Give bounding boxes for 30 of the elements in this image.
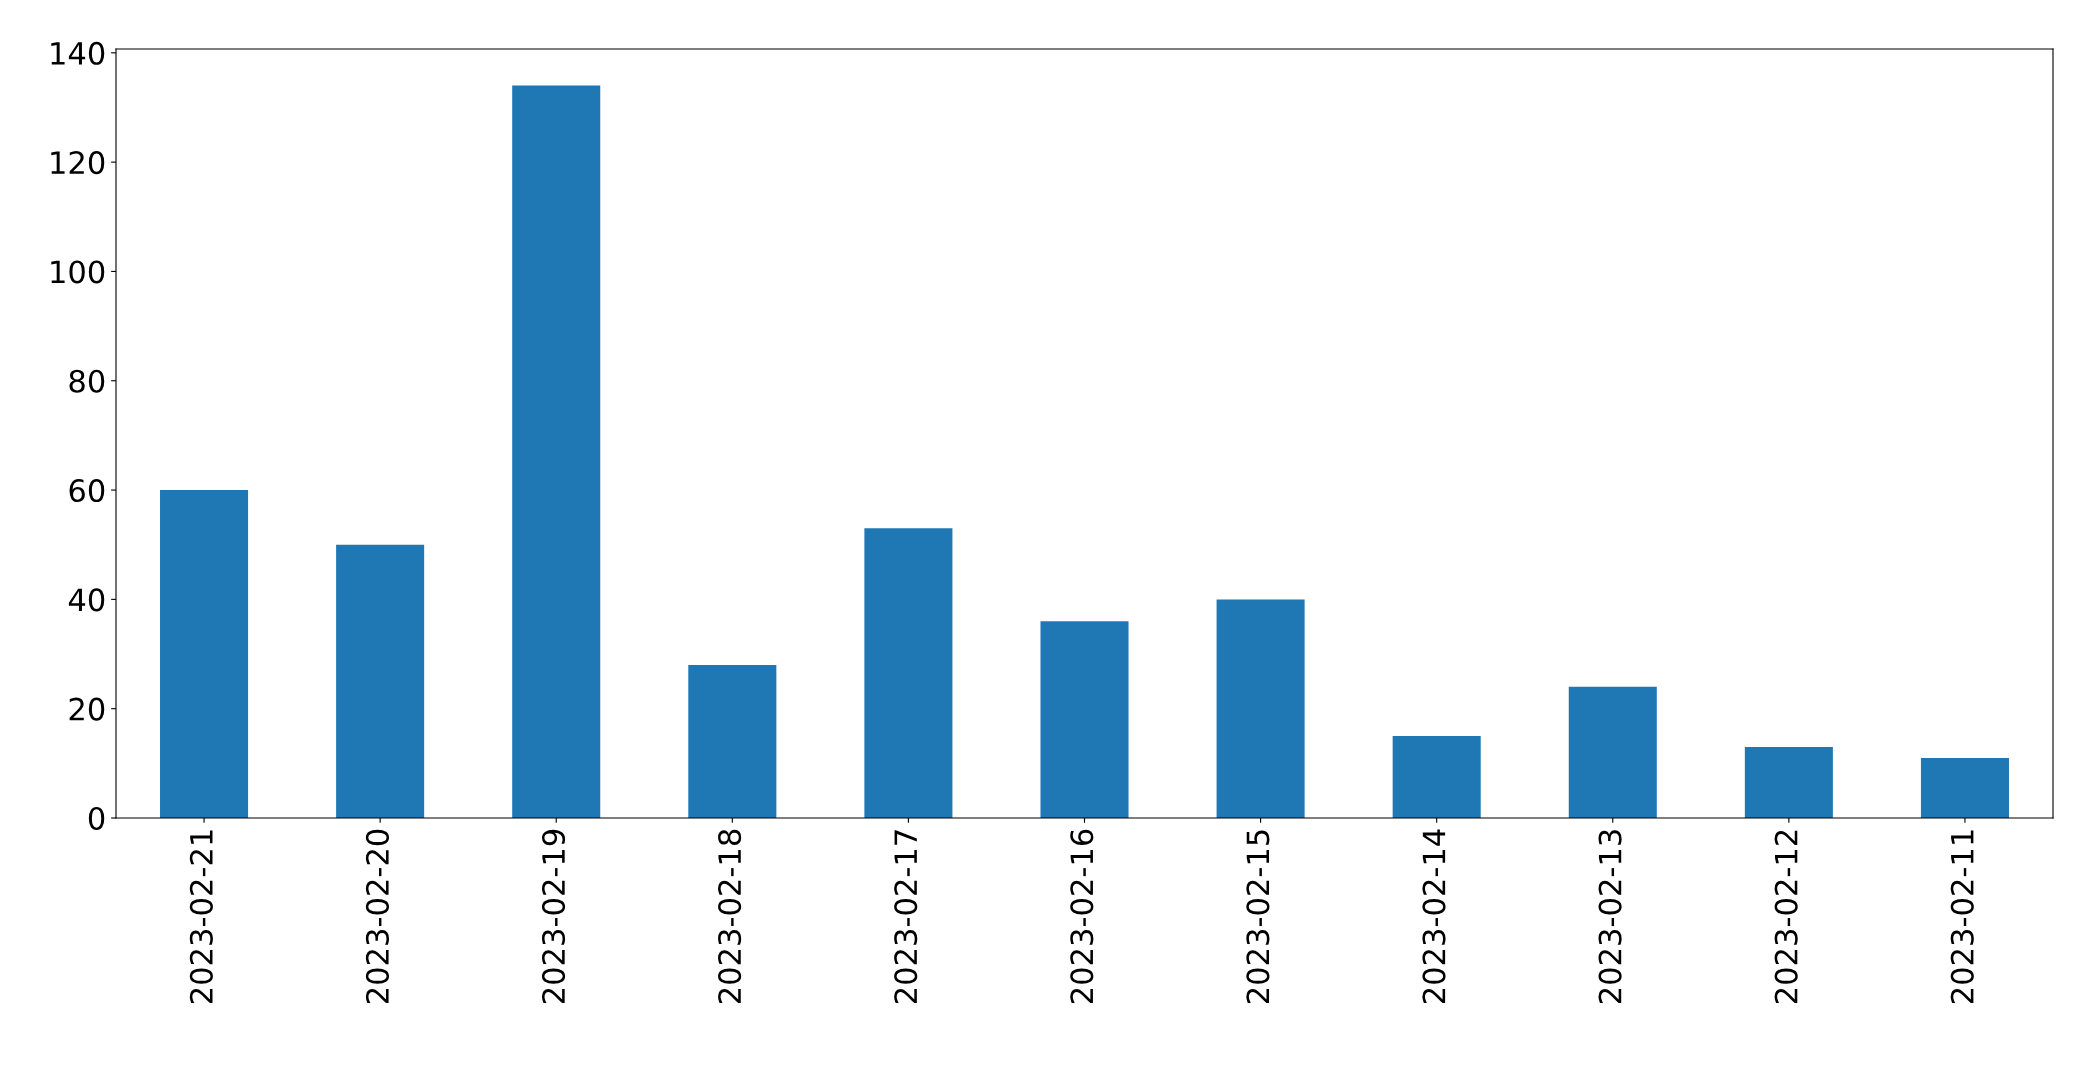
y-tick-label: 20	[69, 697, 105, 721]
y-tick-label: 120	[51, 151, 105, 175]
bar	[1216, 599, 1305, 818]
x-tick-label: 2023-02-18	[718, 829, 742, 1004]
bar	[864, 528, 953, 818]
x-tick-label: 2023-02-17	[894, 830, 918, 1004]
y-tick-label: 100	[51, 260, 105, 284]
x-tick-label: 2023-02-13	[1598, 830, 1622, 1004]
bar	[336, 544, 425, 818]
x-tick-label: 2023-02-21	[189, 830, 213, 1004]
bar	[1040, 621, 1129, 818]
y-tick-label: 80	[69, 369, 105, 393]
bar	[1744, 746, 1833, 818]
y-tick-label: 140	[51, 41, 105, 65]
x-tick-label: 2023-02-15	[1246, 830, 1270, 1004]
y-tick-label: 0	[88, 806, 105, 831]
bar	[160, 490, 249, 818]
bar	[1568, 686, 1657, 818]
x-tick-label: 2023-02-20	[365, 829, 389, 1004]
x-tick-label: 2023-02-11	[1950, 830, 1974, 1004]
y-tick-label: 60	[69, 479, 105, 503]
bar	[512, 85, 601, 818]
bar	[688, 664, 777, 818]
x-tick-label: 2023-02-16	[1070, 829, 1094, 1004]
x-tick-label: 2023-02-12	[1774, 830, 1798, 1004]
bar	[1392, 736, 1481, 818]
x-tick-label: 2023-02-14	[1422, 829, 1446, 1004]
x-tick-label: 2023-02-19	[541, 829, 566, 1004]
bar	[1920, 757, 2009, 818]
y-tick-label: 40	[68, 588, 105, 612]
